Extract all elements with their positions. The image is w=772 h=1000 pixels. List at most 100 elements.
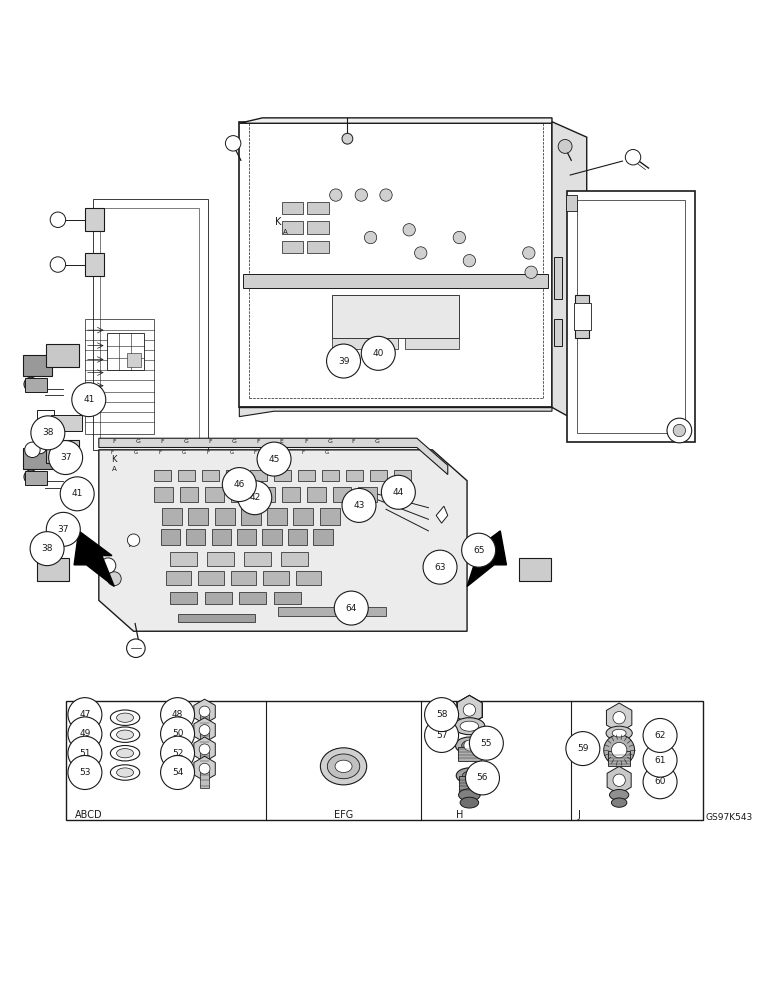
Text: 39: 39 (338, 357, 349, 366)
Ellipse shape (117, 768, 134, 777)
Polygon shape (239, 118, 552, 123)
Text: 63: 63 (435, 563, 445, 572)
Bar (161, 529, 180, 545)
Circle shape (643, 765, 677, 799)
Ellipse shape (110, 765, 140, 780)
Bar (519, 558, 551, 581)
Polygon shape (607, 766, 631, 794)
Text: G: G (232, 439, 236, 444)
Bar (178, 614, 255, 622)
Circle shape (30, 532, 64, 566)
Bar (205, 592, 232, 604)
Bar (274, 470, 291, 481)
Bar (85, 208, 104, 231)
Text: 56: 56 (477, 773, 488, 782)
Circle shape (425, 698, 459, 732)
Ellipse shape (460, 797, 479, 808)
Bar (66, 701, 703, 820)
Polygon shape (99, 438, 448, 475)
Ellipse shape (459, 789, 480, 801)
Text: J: J (577, 810, 581, 820)
Circle shape (380, 189, 392, 201)
Bar (307, 221, 329, 234)
Text: 40: 40 (373, 349, 384, 358)
Circle shape (334, 591, 368, 625)
Bar (154, 487, 173, 502)
Circle shape (199, 706, 210, 717)
Circle shape (425, 718, 459, 752)
Circle shape (415, 247, 427, 259)
Text: G: G (327, 439, 332, 444)
Polygon shape (239, 407, 552, 417)
Text: G: G (136, 439, 141, 444)
Bar (322, 470, 339, 481)
Text: F: F (304, 439, 307, 444)
Text: F: F (302, 450, 305, 455)
Bar (23, 355, 52, 376)
Bar (282, 221, 303, 234)
Circle shape (161, 756, 195, 790)
Bar (107, 333, 144, 370)
Bar (231, 487, 249, 502)
Text: EFG: EFG (334, 810, 353, 820)
Bar (200, 771, 209, 788)
Circle shape (225, 136, 241, 151)
Bar (307, 241, 329, 253)
Circle shape (49, 441, 83, 475)
Text: G: G (181, 450, 186, 455)
Polygon shape (194, 756, 215, 781)
Circle shape (31, 416, 65, 450)
Bar (332, 295, 459, 338)
Text: 45: 45 (269, 455, 279, 464)
Polygon shape (436, 506, 448, 523)
Circle shape (24, 470, 38, 484)
Ellipse shape (612, 729, 626, 737)
Text: 44: 44 (393, 488, 404, 497)
Circle shape (525, 266, 537, 278)
Circle shape (613, 712, 625, 724)
Circle shape (327, 344, 361, 378)
Polygon shape (457, 695, 482, 725)
Text: F: F (254, 450, 257, 455)
Ellipse shape (117, 749, 134, 758)
Text: 43: 43 (354, 501, 364, 510)
Polygon shape (607, 703, 631, 732)
Circle shape (222, 468, 256, 502)
Text: 64: 64 (346, 604, 357, 613)
Circle shape (403, 224, 415, 236)
Bar (459, 776, 480, 792)
Bar (226, 470, 243, 481)
Circle shape (50, 257, 66, 272)
Polygon shape (194, 699, 215, 724)
Bar (37, 558, 69, 581)
Bar (85, 253, 104, 276)
Bar (370, 470, 387, 481)
Text: A: A (283, 229, 288, 235)
Circle shape (68, 756, 102, 790)
Circle shape (667, 418, 692, 443)
Circle shape (466, 761, 499, 795)
Bar (282, 487, 300, 502)
Circle shape (46, 512, 80, 546)
Bar (46, 344, 79, 367)
Circle shape (625, 150, 641, 165)
Bar (554, 319, 562, 346)
Text: 46: 46 (234, 480, 245, 489)
Circle shape (199, 744, 210, 755)
Text: F: F (158, 450, 161, 455)
Bar (180, 487, 198, 502)
Circle shape (364, 231, 377, 244)
Circle shape (463, 255, 476, 267)
Circle shape (72, 383, 106, 417)
Text: F: F (208, 439, 212, 444)
Text: E: E (279, 439, 284, 444)
Ellipse shape (320, 748, 367, 785)
Text: G: G (375, 439, 380, 444)
Bar (200, 752, 209, 769)
Circle shape (355, 189, 367, 201)
Circle shape (463, 704, 476, 716)
Circle shape (107, 572, 121, 586)
Circle shape (342, 488, 376, 522)
Bar (296, 571, 321, 585)
Text: G: G (134, 450, 138, 455)
